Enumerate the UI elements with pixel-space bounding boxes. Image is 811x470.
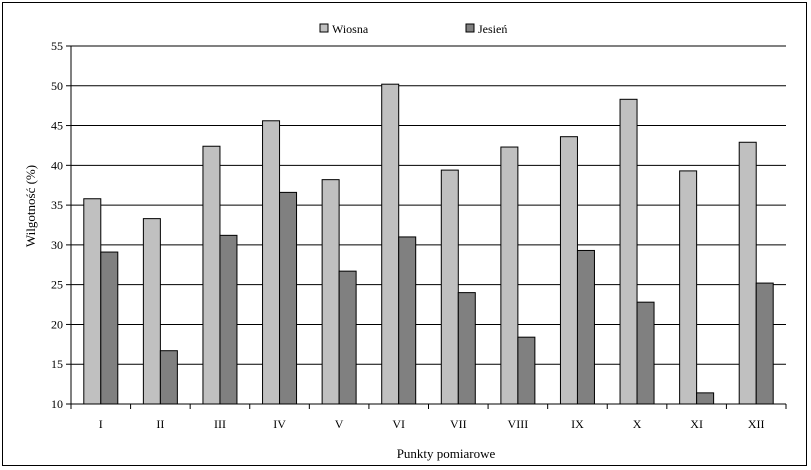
bar-jesień-iii — [219, 234, 238, 405]
legend-swatch-wiosna — [319, 23, 329, 33]
bar-wiosna-vii — [440, 169, 459, 405]
legend-swatch-jesień — [465, 23, 475, 33]
legend-label-wiosna: Wiosna — [332, 22, 369, 36]
y-tick-label: 35 — [51, 198, 63, 212]
bar-wiosna-xi — [679, 170, 698, 405]
bar-wiosna-x — [619, 98, 638, 405]
y-tick-label: 55 — [51, 39, 63, 53]
x-tick-label: I — [99, 417, 103, 431]
x-tick-label: II — [156, 417, 164, 431]
bar-wiosna-i — [83, 198, 102, 405]
bar-jesień-xi — [696, 392, 715, 405]
x-axis-title: Punkty pomiarowe — [397, 446, 496, 461]
bar-jesień-ix — [576, 249, 595, 405]
y-tick-label: 30 — [51, 238, 63, 252]
bar-jesień-x — [636, 301, 655, 405]
y-tick-label: 40 — [51, 158, 63, 172]
y-axis-title: Wilgotność (%) — [23, 165, 38, 247]
x-tick-label: IV — [273, 417, 286, 431]
bar-wiosna-iii — [202, 145, 221, 405]
x-tick-label: III — [214, 417, 226, 431]
bar-jesień-xii — [755, 282, 774, 405]
x-tick-label: X — [633, 417, 642, 431]
x-tick-label: VIII — [508, 417, 529, 431]
bar-jesień-vi — [398, 236, 417, 405]
bar-wiosna-vi — [381, 83, 400, 405]
bar-jesień-ii — [159, 350, 178, 405]
x-tick-label: XII — [748, 417, 765, 431]
bar-wiosna-iv — [262, 120, 281, 405]
bar-jesień-viii — [517, 336, 536, 405]
y-tick-label: 10 — [51, 397, 63, 411]
bar-wiosna-ix — [559, 136, 578, 405]
bars — [83, 83, 774, 405]
x-tick-label: VII — [450, 417, 467, 431]
x-tick-label: XI — [690, 417, 703, 431]
x-tick-label: VI — [392, 417, 405, 431]
y-tick-label: 15 — [51, 357, 63, 371]
bar-wiosna-xii — [738, 141, 757, 405]
bar-wiosna-viii — [500, 146, 519, 405]
bar-jesień-vii — [457, 292, 476, 405]
bar-wiosna-ii — [142, 218, 161, 405]
y-tick-label: 25 — [51, 278, 63, 292]
x-tick-label: V — [335, 417, 344, 431]
y-tick-label: 50 — [51, 79, 63, 93]
legend-label-jesień: Jesień — [478, 22, 507, 36]
y-tick-label: 45 — [51, 119, 63, 133]
legend: Wiosna Jesień — [319, 22, 507, 36]
axes — [66, 45, 787, 409]
bar-jesień-iv — [279, 191, 298, 405]
bar-wiosna-v — [321, 179, 340, 405]
bar-jesień-i — [100, 251, 119, 405]
x-tick-label: IX — [571, 417, 584, 431]
y-tick-label: 20 — [51, 317, 63, 331]
bar-jesień-v — [338, 270, 357, 405]
gridlines — [71, 45, 786, 365]
